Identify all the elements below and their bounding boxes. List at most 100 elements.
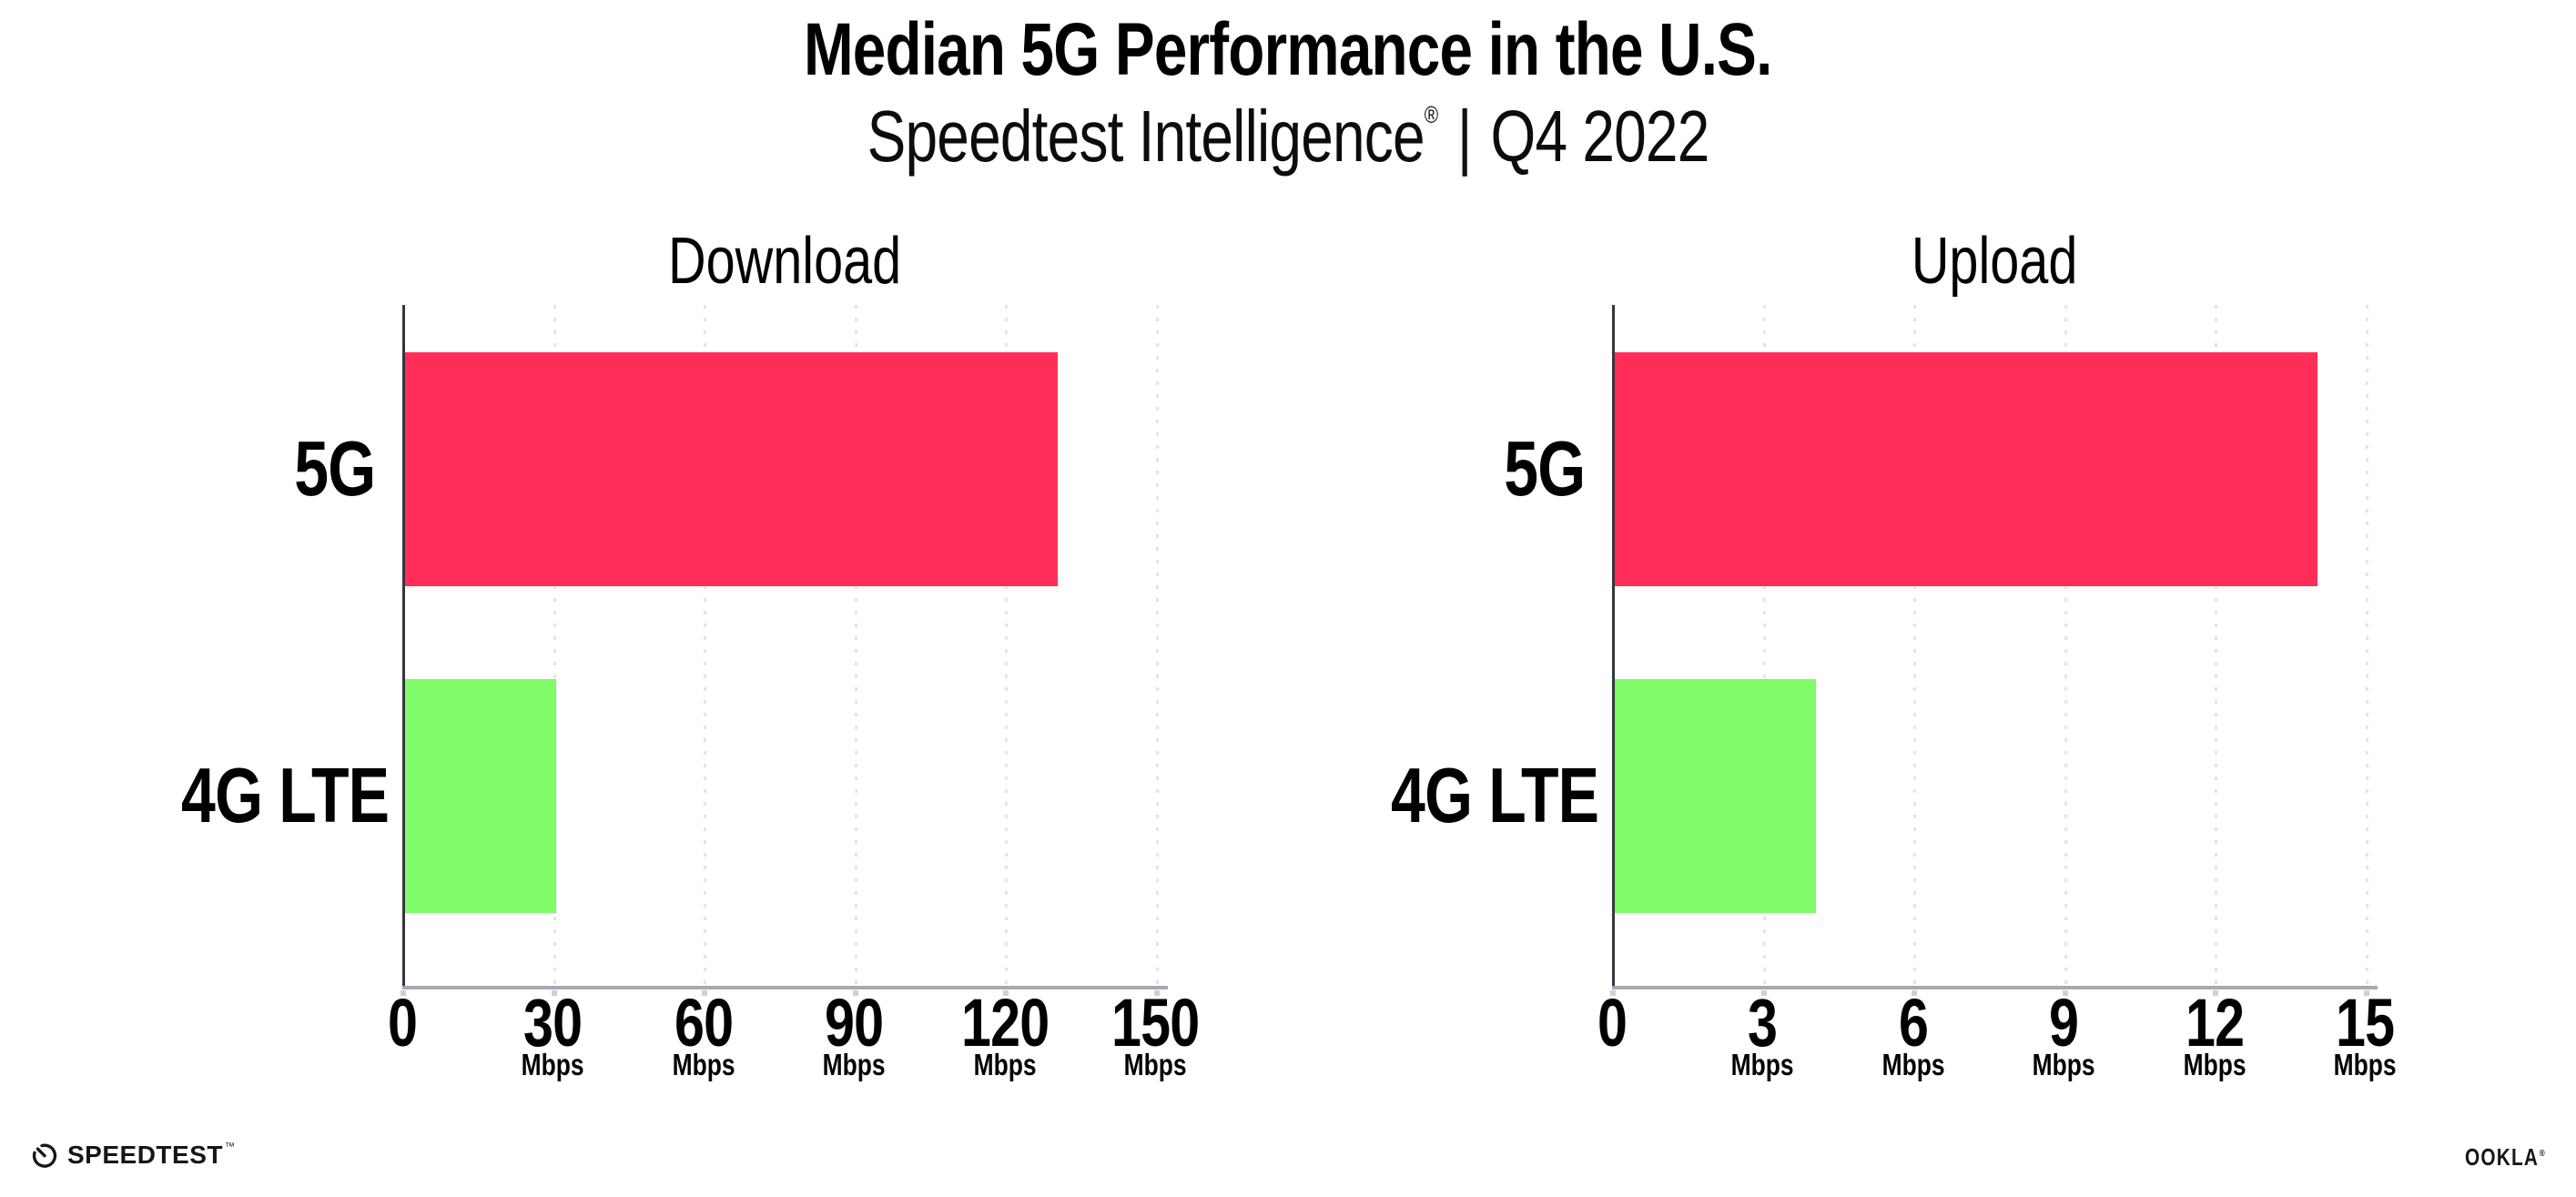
x-gridline xyxy=(1155,305,1159,986)
speedtest-logo: SPEEDTEST ™ xyxy=(30,1140,235,1171)
x-tick-unit-text: Mbps xyxy=(973,1048,1037,1081)
page-subtitle: Speedtest Intelligence® | Q4 2022 xyxy=(0,100,2576,173)
x-tick-label: 6 xyxy=(1813,989,2013,1057)
x-tick-label: 15 xyxy=(2266,989,2466,1057)
speedtest-wordmark: SPEEDTEST xyxy=(67,1141,223,1169)
category-label: 5G xyxy=(1339,352,1586,586)
x-gridline xyxy=(704,305,706,986)
x-tick-unit-text: Mbps xyxy=(2183,1048,2246,1081)
x-tick-unit-label: Mbps xyxy=(1964,1050,2165,1080)
subtitle-brand: Speedtest Intelligence xyxy=(867,96,1425,177)
x-axis-line xyxy=(1612,986,2378,989)
axis-tick-mark xyxy=(1153,990,1160,996)
axis-tick-mark xyxy=(551,990,557,996)
x-tick-unit-label: Mbps xyxy=(905,1050,1105,1080)
axis-tick-mark xyxy=(401,990,406,996)
speedtest-gauge-icon xyxy=(30,1141,59,1170)
chart-title: Upload xyxy=(1612,228,2378,294)
x-gridline xyxy=(2365,305,2368,986)
registered-symbol: ® xyxy=(1424,101,1439,128)
page-title: Median 5G Performance in the U.S. xyxy=(0,13,2576,87)
x-tick-unit-label: Mbps xyxy=(2266,1050,2466,1080)
x-tick-label: 150 xyxy=(1056,989,1256,1057)
bar-5g xyxy=(405,352,1059,586)
axis-tick-mark xyxy=(852,990,858,996)
x-tick-label: 9 xyxy=(1964,989,2165,1057)
x-gridline xyxy=(1005,305,1008,986)
ookla-wordmark: OOKLA xyxy=(2465,1143,2540,1171)
x-tick-label: 30 xyxy=(453,989,654,1057)
bar-4g-lte xyxy=(405,679,556,913)
x-tick-value: 9 xyxy=(2049,985,2079,1060)
x-tick-value: 90 xyxy=(825,985,884,1060)
axis-tick-mark xyxy=(702,990,707,996)
x-tick-unit-text: Mbps xyxy=(1124,1048,1187,1081)
download-chart: Download 5G 4G LTE 0 30 Mbps 60 Mbps 90 Mbps 120 Mb… xyxy=(129,228,1200,1142)
x-tick-label: 12 xyxy=(2115,989,2315,1057)
x-tick-unit-label: Mbps xyxy=(2115,1050,2315,1080)
x-tick-unit-label: Mbps xyxy=(1056,1050,1256,1080)
category-label: 4G LTE xyxy=(1339,679,1599,913)
axis-tick-mark xyxy=(2363,990,2369,996)
axis-tick-mark xyxy=(1003,990,1009,996)
x-tick-value: 12 xyxy=(2185,985,2245,1060)
category-label-text: 4G LTE xyxy=(1391,753,1599,839)
chart-title-text: Download xyxy=(668,225,902,298)
x-tick-value: 60 xyxy=(674,985,734,1060)
x-gridline xyxy=(854,305,857,986)
x-tick-value: 120 xyxy=(960,985,1050,1060)
x-tick-value: 0 xyxy=(1597,985,1628,1060)
plot-area xyxy=(1610,305,2378,996)
x-tick-unit-text: Mbps xyxy=(2334,1048,2397,1081)
axis-tick-mark xyxy=(1760,990,1767,996)
x-tick-value: 0 xyxy=(387,985,418,1060)
x-gridline xyxy=(1762,305,1766,986)
axis-tick-mark xyxy=(1610,990,1616,996)
bar-4g-lte xyxy=(1615,679,1816,913)
axis-tick-mark xyxy=(2062,990,2068,996)
x-tick-value: 15 xyxy=(2336,985,2395,1060)
ookla-logo: OOKLA® xyxy=(2465,1143,2564,1172)
x-tick-unit-text: Mbps xyxy=(672,1048,735,1081)
trademark-symbol: ™ xyxy=(224,1141,235,1152)
x-tick-unit-text: Mbps xyxy=(1731,1048,1794,1081)
x-gridline xyxy=(1913,305,1916,986)
x-tick-unit-text: Mbps xyxy=(2033,1048,2095,1081)
plot-area xyxy=(401,305,1168,996)
x-axis-line xyxy=(402,986,1168,989)
x-tick-unit-label: Mbps xyxy=(755,1050,955,1080)
x-tick-unit-label: Mbps xyxy=(1663,1050,1863,1080)
x-gridline xyxy=(2215,305,2217,986)
x-tick-label: 0 xyxy=(302,989,502,1057)
x-tick-unit-label: Mbps xyxy=(603,1050,804,1080)
chart-title-text: Upload xyxy=(1912,225,2078,298)
x-tick-label: 60 xyxy=(603,989,804,1057)
x-tick-unit-label: Mbps xyxy=(1813,1050,2013,1080)
x-tick-label: 120 xyxy=(905,989,1105,1057)
category-label: 4G LTE xyxy=(129,679,390,913)
chart-title: Download xyxy=(402,228,1168,294)
x-tick-label: 0 xyxy=(1512,989,1712,1057)
y-axis-line xyxy=(1612,305,1615,988)
registered-symbol: ® xyxy=(2539,1149,2545,1159)
x-tick-value: 150 xyxy=(1111,985,1200,1060)
bar-5g xyxy=(1615,352,2318,586)
x-tick-value: 6 xyxy=(1898,985,1929,1060)
subtitle-quarter: Q4 2022 xyxy=(1490,96,1709,177)
axis-tick-mark xyxy=(1912,990,1917,996)
category-label-text: 5G xyxy=(1503,426,1586,512)
page-title-text: Median 5G Performance in the U.S. xyxy=(804,8,1772,91)
x-tick-unit-label: Mbps xyxy=(453,1050,654,1080)
x-tick-value: 3 xyxy=(1748,985,1778,1060)
category-label-text: 5G xyxy=(293,426,376,512)
x-tick-label: 90 xyxy=(755,989,955,1057)
category-label: 5G xyxy=(129,352,376,586)
upload-chart: Upload 5G 4G LTE 0 3 Mbps 6 Mbps 9 Mbps 12 Mbps 15 Mb… xyxy=(1339,228,2404,1142)
x-tick-unit-text: Mbps xyxy=(823,1048,886,1081)
x-tick-label: 3 xyxy=(1663,989,1863,1057)
x-tick-unit-text: Mbps xyxy=(522,1048,584,1081)
x-tick-unit-text: Mbps xyxy=(1881,1048,1945,1081)
x-gridline xyxy=(553,305,556,986)
x-tick-value: 30 xyxy=(523,985,583,1060)
